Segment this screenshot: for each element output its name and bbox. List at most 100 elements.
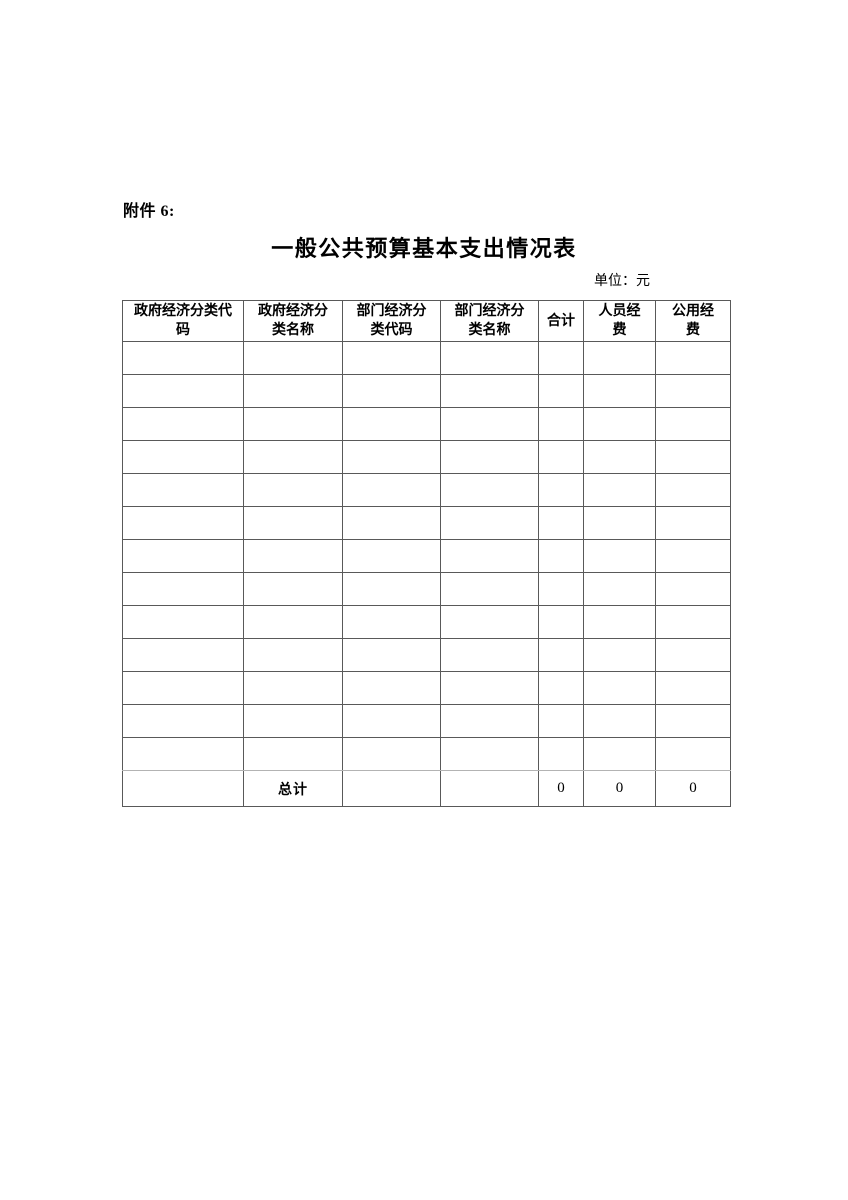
empty-cell: [655, 407, 731, 441]
empty-cell: [655, 374, 731, 408]
empty-cell: [583, 605, 656, 639]
total-row: 总计 0 0 0: [122, 770, 731, 807]
empty-cell: [655, 539, 731, 573]
column-header-dept-econ-name: 部门经济分 类名称: [440, 300, 539, 342]
empty-cell: [243, 638, 343, 672]
empty-cell: [583, 473, 656, 507]
column-header-personnel-funds: 人员经 费: [583, 300, 656, 342]
empty-cell: [342, 638, 441, 672]
empty-cell: [655, 440, 731, 474]
empty-cell: [583, 539, 656, 573]
empty-cell: [122, 605, 244, 639]
empty-cell: [122, 473, 244, 507]
total-value-cell: 0: [655, 770, 731, 807]
empty-cell: [655, 572, 731, 606]
empty-cell: [342, 473, 441, 507]
empty-cell: [655, 341, 731, 375]
empty-cell: [583, 737, 656, 771]
empty-cell: [583, 671, 656, 705]
empty-cell: [122, 506, 244, 540]
empty-cell: [655, 671, 731, 705]
table-row: [122, 374, 731, 408]
page-title: 一般公共预算基本支出情况表: [271, 236, 577, 261]
table-row: [122, 506, 731, 540]
empty-cell: [583, 506, 656, 540]
empty-cell: [538, 539, 584, 573]
empty-cell: [440, 671, 539, 705]
table-footer: 总计 0 0 0: [122, 770, 731, 807]
empty-cell: [122, 407, 244, 441]
empty-cell: [440, 506, 539, 540]
empty-cell: [538, 473, 584, 507]
empty-cell: [440, 704, 539, 738]
empty-cell: [538, 671, 584, 705]
table-row: [122, 737, 731, 771]
empty-cell: [538, 374, 584, 408]
table-row: [122, 440, 731, 474]
empty-cell: [243, 539, 343, 573]
column-header-gov-econ-code: 政府经济分类代 码: [122, 300, 244, 342]
empty-cell: [440, 440, 539, 474]
column-header-public-funds: 公用经 费: [655, 300, 731, 342]
table-row: [122, 407, 731, 441]
empty-cell: [243, 473, 343, 507]
empty-cell: [583, 440, 656, 474]
table-row: [122, 473, 731, 507]
budget-table: 政府经济分类代 码 政府经济分 类名称 部门经济分 类代码 部门经济分 类名称 …: [122, 300, 731, 807]
empty-cell: [243, 671, 343, 705]
column-header-dept-econ-code: 部门经济分 类代码: [342, 300, 441, 342]
empty-cell: [342, 539, 441, 573]
empty-cell: [538, 407, 584, 441]
empty-cell: [655, 704, 731, 738]
total-label-cell: 总计: [243, 770, 343, 807]
total-value-cell: 0: [538, 770, 584, 807]
empty-cell: [122, 539, 244, 573]
total-empty-cell: [440, 770, 539, 807]
empty-cell: [243, 737, 343, 771]
empty-cell: [655, 737, 731, 771]
empty-cell: [538, 506, 584, 540]
empty-cell: [440, 572, 539, 606]
empty-cell: [655, 638, 731, 672]
empty-cell: [440, 473, 539, 507]
table-row: [122, 341, 731, 375]
empty-cell: [122, 704, 244, 738]
empty-cell: [440, 539, 539, 573]
attachment-label: 附件 6:: [123, 203, 175, 220]
column-header-gov-econ-name: 政府经济分 类名称: [243, 300, 343, 342]
empty-cell: [243, 374, 343, 408]
empty-cell: [583, 341, 656, 375]
empty-cell: [538, 440, 584, 474]
empty-cell: [342, 440, 441, 474]
empty-cell: [342, 572, 441, 606]
empty-cell: [538, 572, 584, 606]
empty-cell: [342, 407, 441, 441]
empty-cell: [122, 341, 244, 375]
empty-cell: [583, 374, 656, 408]
table-row: [122, 539, 731, 573]
empty-cell: [122, 440, 244, 474]
empty-cell: [342, 506, 441, 540]
empty-cell: [655, 506, 731, 540]
empty-cell: [243, 704, 343, 738]
empty-cell: [342, 341, 441, 375]
empty-cell: [342, 704, 441, 738]
empty-cell: [583, 572, 656, 606]
total-value-cell: 0: [583, 770, 656, 807]
empty-cell: [583, 407, 656, 441]
unit-label: 单位：元: [594, 274, 650, 289]
total-empty-cell: [342, 770, 441, 807]
table-row: [122, 638, 731, 672]
empty-cell: [122, 737, 244, 771]
empty-cell: [342, 374, 441, 408]
table-row: [122, 704, 731, 738]
empty-cell: [440, 341, 539, 375]
empty-cell: [342, 671, 441, 705]
table-header: 政府经济分类代 码 政府经济分 类名称 部门经济分 类代码 部门经济分 类名称 …: [122, 300, 731, 342]
table-body: [122, 341, 731, 771]
empty-cell: [655, 473, 731, 507]
empty-cell: [440, 374, 539, 408]
empty-cell: [440, 737, 539, 771]
empty-cell: [122, 374, 244, 408]
